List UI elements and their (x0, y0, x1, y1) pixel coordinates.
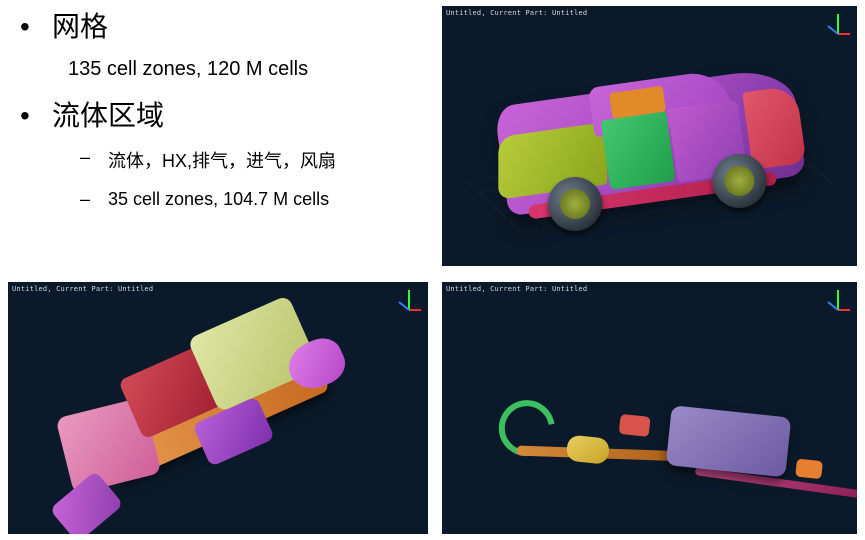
viewport-label: Untitled, Current Part: Untitled (12, 285, 153, 293)
ex-component (618, 414, 650, 437)
ex-component (795, 459, 823, 480)
dash-icon: – (80, 189, 108, 210)
bullet-dot: • (20, 10, 52, 44)
car-body (493, 66, 805, 217)
axis-triad-icon (825, 288, 851, 314)
ex-fuel-tank (665, 405, 791, 477)
axis-triad-icon (396, 288, 422, 314)
bullet-1: • 网格 (20, 10, 420, 44)
viewport-label: Untitled, Current Part: Untitled (446, 9, 587, 17)
bullet-1-sub: 135 cell zones, 120 M cells (68, 58, 420, 81)
dash-icon: – (80, 147, 108, 168)
bullet-2-sub-2-text: 35 cell zones, 104.7 M cells (108, 189, 329, 210)
text-block: • 网格 135 cell zones, 120 M cells • 流体区域 … (20, 10, 420, 226)
viewport-label: Untitled, Current Part: Untitled (446, 285, 587, 293)
ex-catalyst (565, 435, 609, 465)
bullet-1-text: 网格 (52, 10, 108, 44)
vehicle-model (493, 66, 805, 217)
powertrain-model (106, 358, 330, 483)
pt-driveshaft (106, 358, 330, 483)
viewport-powertrain: Untitled, Current Part: Untitled (8, 282, 428, 534)
viewport-vehicle: Untitled, Current Part: Untitled (442, 6, 857, 266)
bullet-2: • 流体区域 (20, 99, 420, 133)
bullet-2-text: 流体区域 (52, 99, 164, 133)
viewport-exhaust: Untitled, Current Part: Untitled (442, 282, 857, 534)
bullet-2-sub-1-text: 流体，HX,排气，进气，风扇 (108, 147, 336, 173)
axis-triad-icon (825, 12, 851, 38)
car-front-door (600, 112, 675, 191)
bullet-dot: • (20, 99, 52, 133)
bullet-2-sub-2: – 35 cell zones, 104.7 M cells (80, 189, 420, 210)
bullet-2-sub-1: – 流体，HX,排气，进气，风扇 (80, 147, 420, 173)
